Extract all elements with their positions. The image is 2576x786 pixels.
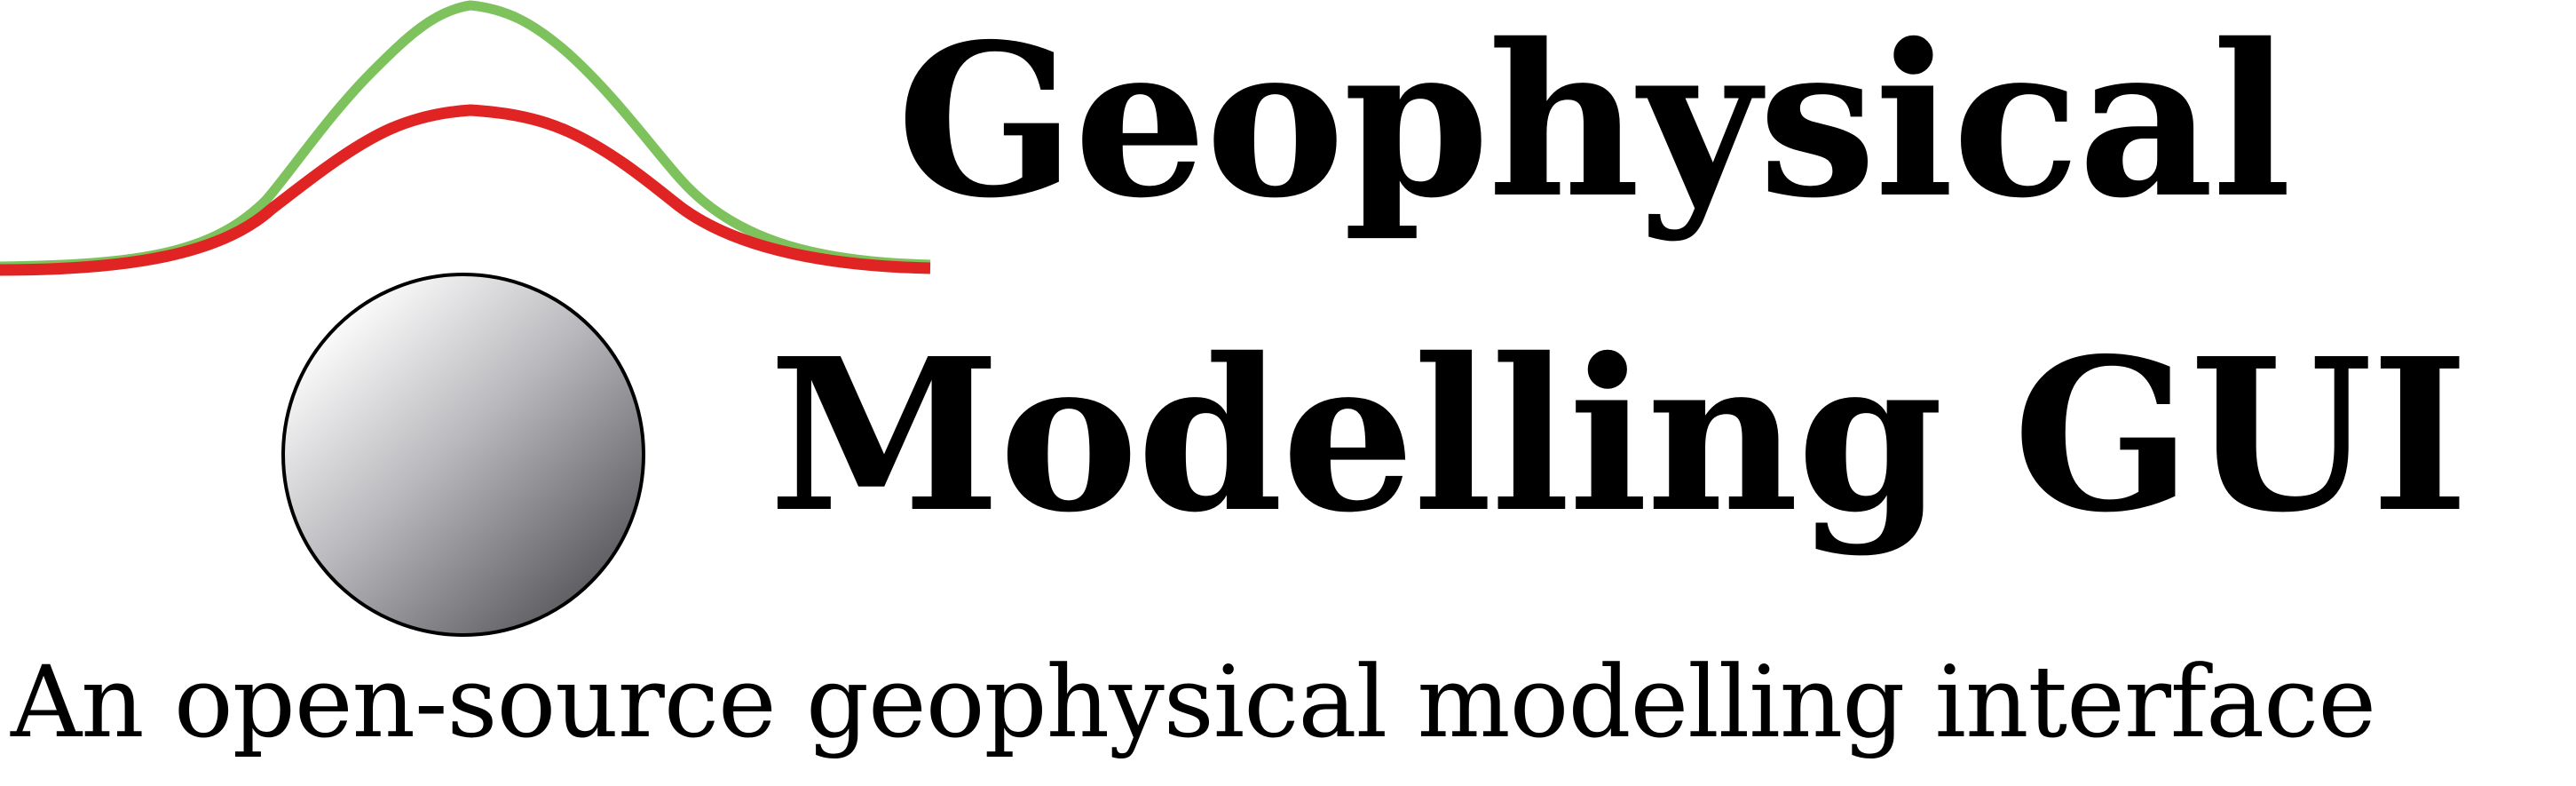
red-anomaly-curve	[0, 104, 931, 276]
green-anomaly-curve	[0, 0, 931, 272]
gaussian-anomaly-curves-icon	[0, 0, 931, 276]
title-line-geophysical: Geophysical	[897, 0, 2292, 244]
title-line-modelling-gui: Modelling GUI	[769, 312, 2469, 559]
subtitle: An open-source geophysical modelling int…	[11, 646, 2376, 760]
shaded-sphere-icon	[281, 273, 645, 637]
